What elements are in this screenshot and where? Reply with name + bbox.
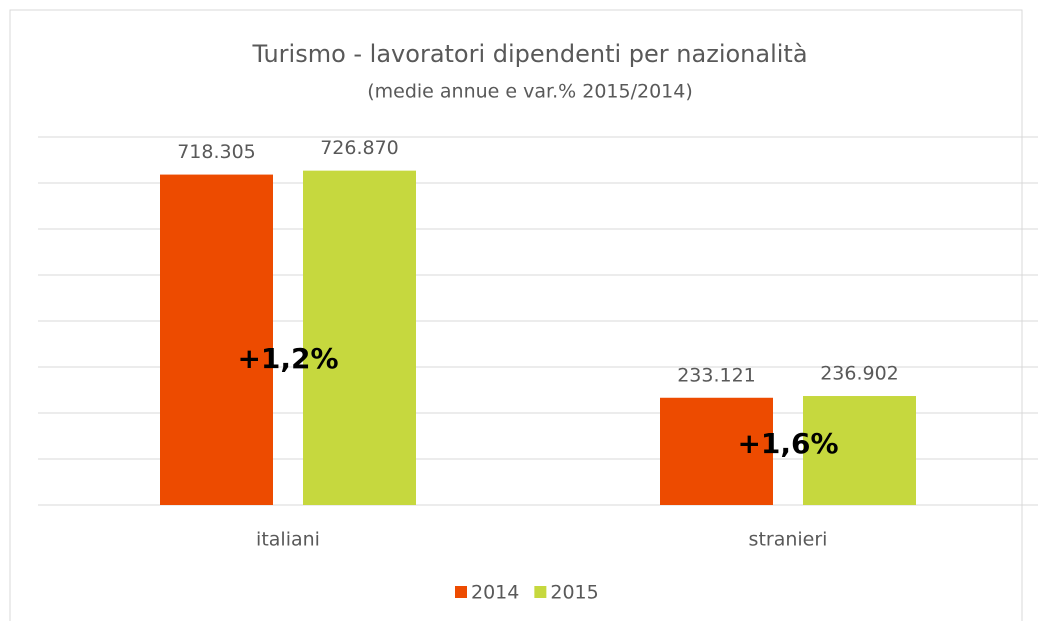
annotation: +1,6% [737, 427, 838, 460]
chart-frame [9, 9, 1023, 621]
x-tick-label: stranieri [749, 529, 828, 551]
data-label: 233.121 [677, 364, 756, 386]
legend-label: 2014 [471, 582, 519, 604]
chart-subtitle: (medie annue e var.% 2015/2014) [367, 81, 693, 103]
legend-label: 2015 [550, 582, 598, 604]
bar [803, 396, 916, 505]
bar [160, 174, 273, 505]
data-label: 726.870 [320, 137, 399, 159]
annotation: +1,2% [237, 342, 338, 375]
legend-swatch [534, 586, 547, 598]
data-label: 236.902 [820, 363, 899, 385]
chart-title: Turismo - lavoratori dipendenti per nazi… [251, 40, 807, 68]
data-label: 718.305 [177, 141, 256, 163]
x-tick-label: italiani [256, 529, 320, 551]
bar [660, 397, 773, 505]
bar [303, 170, 416, 505]
legend-swatch [455, 586, 467, 598]
